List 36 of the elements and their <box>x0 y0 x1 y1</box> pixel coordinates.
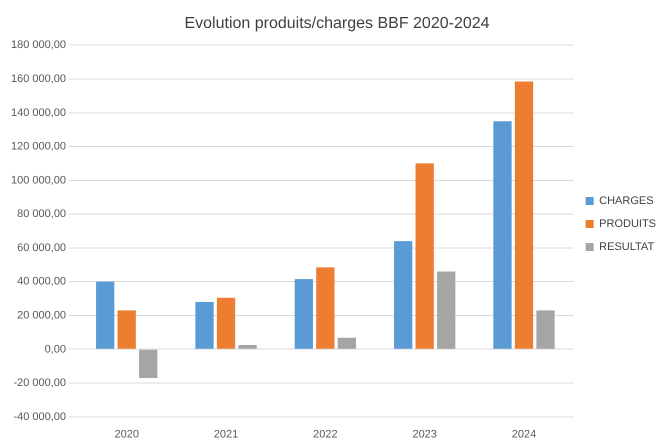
y-tick-label: 80 000,00 <box>17 208 66 220</box>
legend-label: PRODUITS <box>599 218 656 230</box>
y-tick-label: 160 000,00 <box>10 73 66 86</box>
y-tick-label: 180 000,00 <box>10 39 66 52</box>
chart-title: Evolution produits/charges BBF 2020-2024 <box>184 15 490 32</box>
bar <box>216 298 236 349</box>
y-tick-label: 140 000,00 <box>10 106 66 119</box>
y-tick-label: 40 000,00 <box>17 276 66 288</box>
y-tick-label: 60 000,00 <box>17 242 66 254</box>
bar <box>118 310 136 349</box>
bar <box>139 350 158 378</box>
y-tick-label: -20 000,00 <box>13 377 66 390</box>
x-tick-label: 2023 <box>412 428 437 440</box>
bar <box>238 345 257 349</box>
y-tick-label: 100 000,00 <box>10 174 66 186</box>
bar <box>416 163 434 349</box>
legend-label: RESULTAT <box>599 241 654 254</box>
bar <box>514 82 534 349</box>
x-tick-label: 2022 <box>313 428 338 440</box>
bar <box>536 310 555 349</box>
bar <box>338 338 356 349</box>
y-tick-label: 20 000,00 <box>17 309 66 322</box>
legend-label: CHARGES <box>599 195 654 208</box>
y-tick-label: 0,00 <box>44 343 66 356</box>
bar <box>294 279 313 349</box>
y-tick-label: -40 000,00 <box>13 410 66 423</box>
bar <box>394 241 412 349</box>
bar <box>195 302 214 349</box>
x-tick-label: 2020 <box>114 428 139 440</box>
bar <box>437 272 456 349</box>
x-tick-label: 2021 <box>214 428 238 440</box>
bar <box>493 121 512 349</box>
x-tick-label: 2024 <box>512 428 536 440</box>
bar <box>316 267 335 349</box>
bar <box>96 282 114 349</box>
y-tick-label: 120 000,00 <box>10 140 66 153</box>
